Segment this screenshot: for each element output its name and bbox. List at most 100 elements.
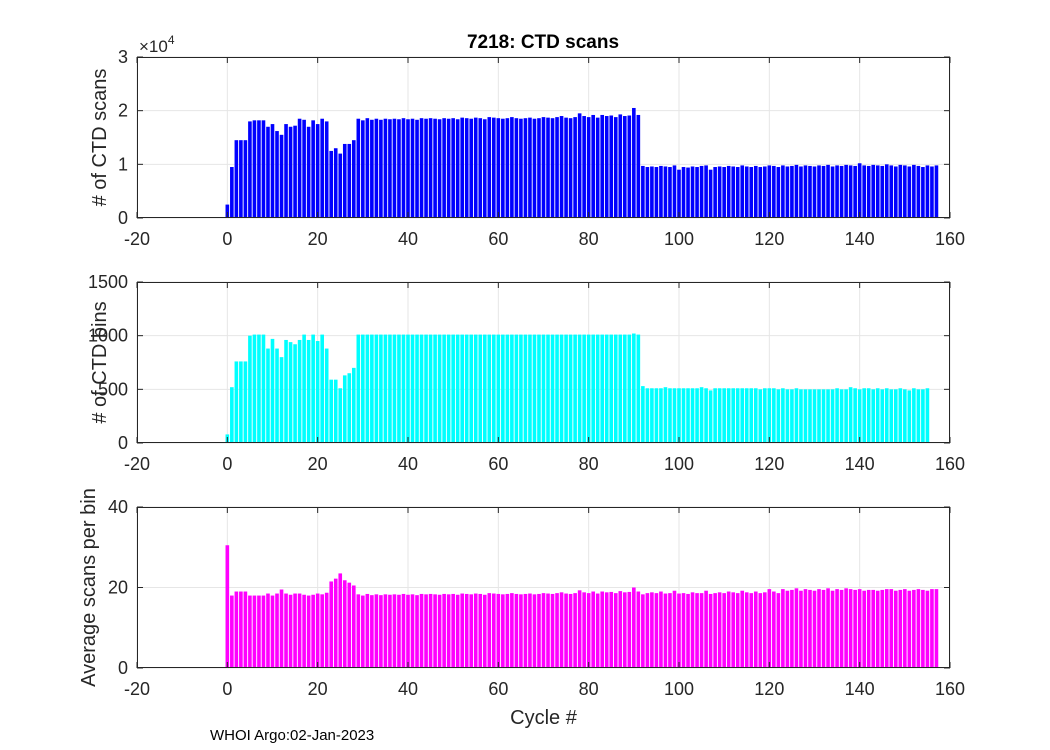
bar bbox=[726, 591, 731, 668]
bar bbox=[690, 388, 695, 443]
bar bbox=[302, 594, 306, 668]
bar bbox=[361, 120, 365, 218]
bar bbox=[934, 589, 939, 668]
bar bbox=[772, 591, 776, 668]
bar bbox=[501, 594, 505, 668]
bar bbox=[844, 389, 848, 443]
bar bbox=[361, 595, 365, 668]
bar bbox=[812, 590, 817, 668]
bar bbox=[469, 118, 474, 218]
bar bbox=[699, 165, 704, 218]
bar bbox=[622, 592, 627, 668]
bar bbox=[437, 594, 442, 668]
bar bbox=[365, 334, 370, 443]
bar bbox=[523, 334, 528, 443]
bar bbox=[758, 593, 763, 668]
x-axis-label: Cycle # bbox=[510, 707, 578, 729]
bar bbox=[830, 389, 835, 443]
x-tick-label: 100 bbox=[664, 454, 694, 474]
x-tick-label: 40 bbox=[398, 454, 418, 474]
bar bbox=[573, 117, 577, 218]
bar bbox=[654, 593, 659, 668]
bar bbox=[799, 166, 803, 218]
bar bbox=[668, 388, 672, 443]
bar bbox=[428, 118, 433, 218]
bar bbox=[767, 165, 772, 218]
bar bbox=[537, 118, 541, 218]
axes-frame bbox=[137, 282, 950, 443]
bar bbox=[921, 389, 925, 443]
bar bbox=[699, 387, 704, 443]
bar bbox=[293, 125, 297, 218]
bar bbox=[907, 166, 912, 218]
bar bbox=[257, 334, 261, 443]
bar bbox=[582, 116, 586, 218]
bar bbox=[501, 334, 505, 443]
bar bbox=[893, 389, 898, 443]
bar bbox=[297, 339, 302, 443]
bar bbox=[320, 334, 324, 443]
bar bbox=[681, 593, 686, 668]
bar bbox=[776, 167, 781, 218]
bar bbox=[532, 594, 537, 668]
bar bbox=[763, 592, 767, 668]
bar bbox=[740, 388, 745, 443]
y-tick-label: 0 bbox=[118, 658, 128, 678]
bar bbox=[912, 589, 916, 668]
footer-credit: WHOI Argo:02-Jan-2023 bbox=[210, 727, 375, 744]
bar bbox=[519, 118, 523, 218]
bar bbox=[523, 118, 528, 218]
bar bbox=[510, 593, 514, 668]
x-tick-label: 160 bbox=[935, 229, 965, 249]
bar bbox=[632, 587, 636, 668]
x-tick-label: 120 bbox=[754, 229, 784, 249]
x-tick-label: 80 bbox=[579, 679, 599, 699]
bar bbox=[641, 386, 645, 443]
bar bbox=[808, 389, 812, 443]
x-tick-label: 140 bbox=[845, 229, 875, 249]
bar bbox=[550, 118, 555, 218]
bar bbox=[839, 589, 844, 668]
bar bbox=[288, 594, 293, 668]
bar bbox=[830, 590, 835, 668]
bar bbox=[460, 593, 464, 668]
bar bbox=[595, 593, 600, 668]
bar bbox=[916, 589, 921, 668]
bar bbox=[455, 119, 460, 218]
bar bbox=[591, 591, 595, 668]
bar bbox=[383, 334, 388, 443]
bar bbox=[857, 389, 862, 443]
x-tick-label: 100 bbox=[664, 229, 694, 249]
bar bbox=[735, 593, 740, 668]
bar bbox=[912, 388, 916, 443]
bar bbox=[564, 593, 568, 668]
bar bbox=[799, 389, 803, 443]
bar bbox=[930, 166, 934, 218]
bar bbox=[627, 334, 632, 443]
bar bbox=[351, 140, 356, 218]
bar bbox=[722, 593, 726, 668]
bar bbox=[519, 334, 523, 443]
bar bbox=[641, 165, 645, 218]
bar bbox=[622, 116, 627, 218]
bar bbox=[844, 588, 848, 668]
bar bbox=[586, 593, 591, 668]
bar bbox=[790, 165, 794, 218]
bar bbox=[266, 593, 270, 668]
bar bbox=[451, 118, 455, 218]
x-tick-label: -20 bbox=[124, 229, 150, 249]
axes-frame bbox=[137, 57, 950, 218]
bar bbox=[781, 388, 785, 443]
bar bbox=[686, 593, 690, 668]
bar bbox=[677, 388, 681, 443]
bar bbox=[433, 334, 437, 443]
bar bbox=[370, 119, 374, 218]
bar bbox=[505, 593, 510, 668]
bar bbox=[862, 388, 866, 443]
bar bbox=[613, 593, 618, 668]
bar bbox=[351, 585, 356, 668]
bar bbox=[704, 590, 708, 668]
x-tick-label: 40 bbox=[398, 229, 418, 249]
bar bbox=[916, 389, 921, 443]
bar bbox=[668, 593, 672, 668]
